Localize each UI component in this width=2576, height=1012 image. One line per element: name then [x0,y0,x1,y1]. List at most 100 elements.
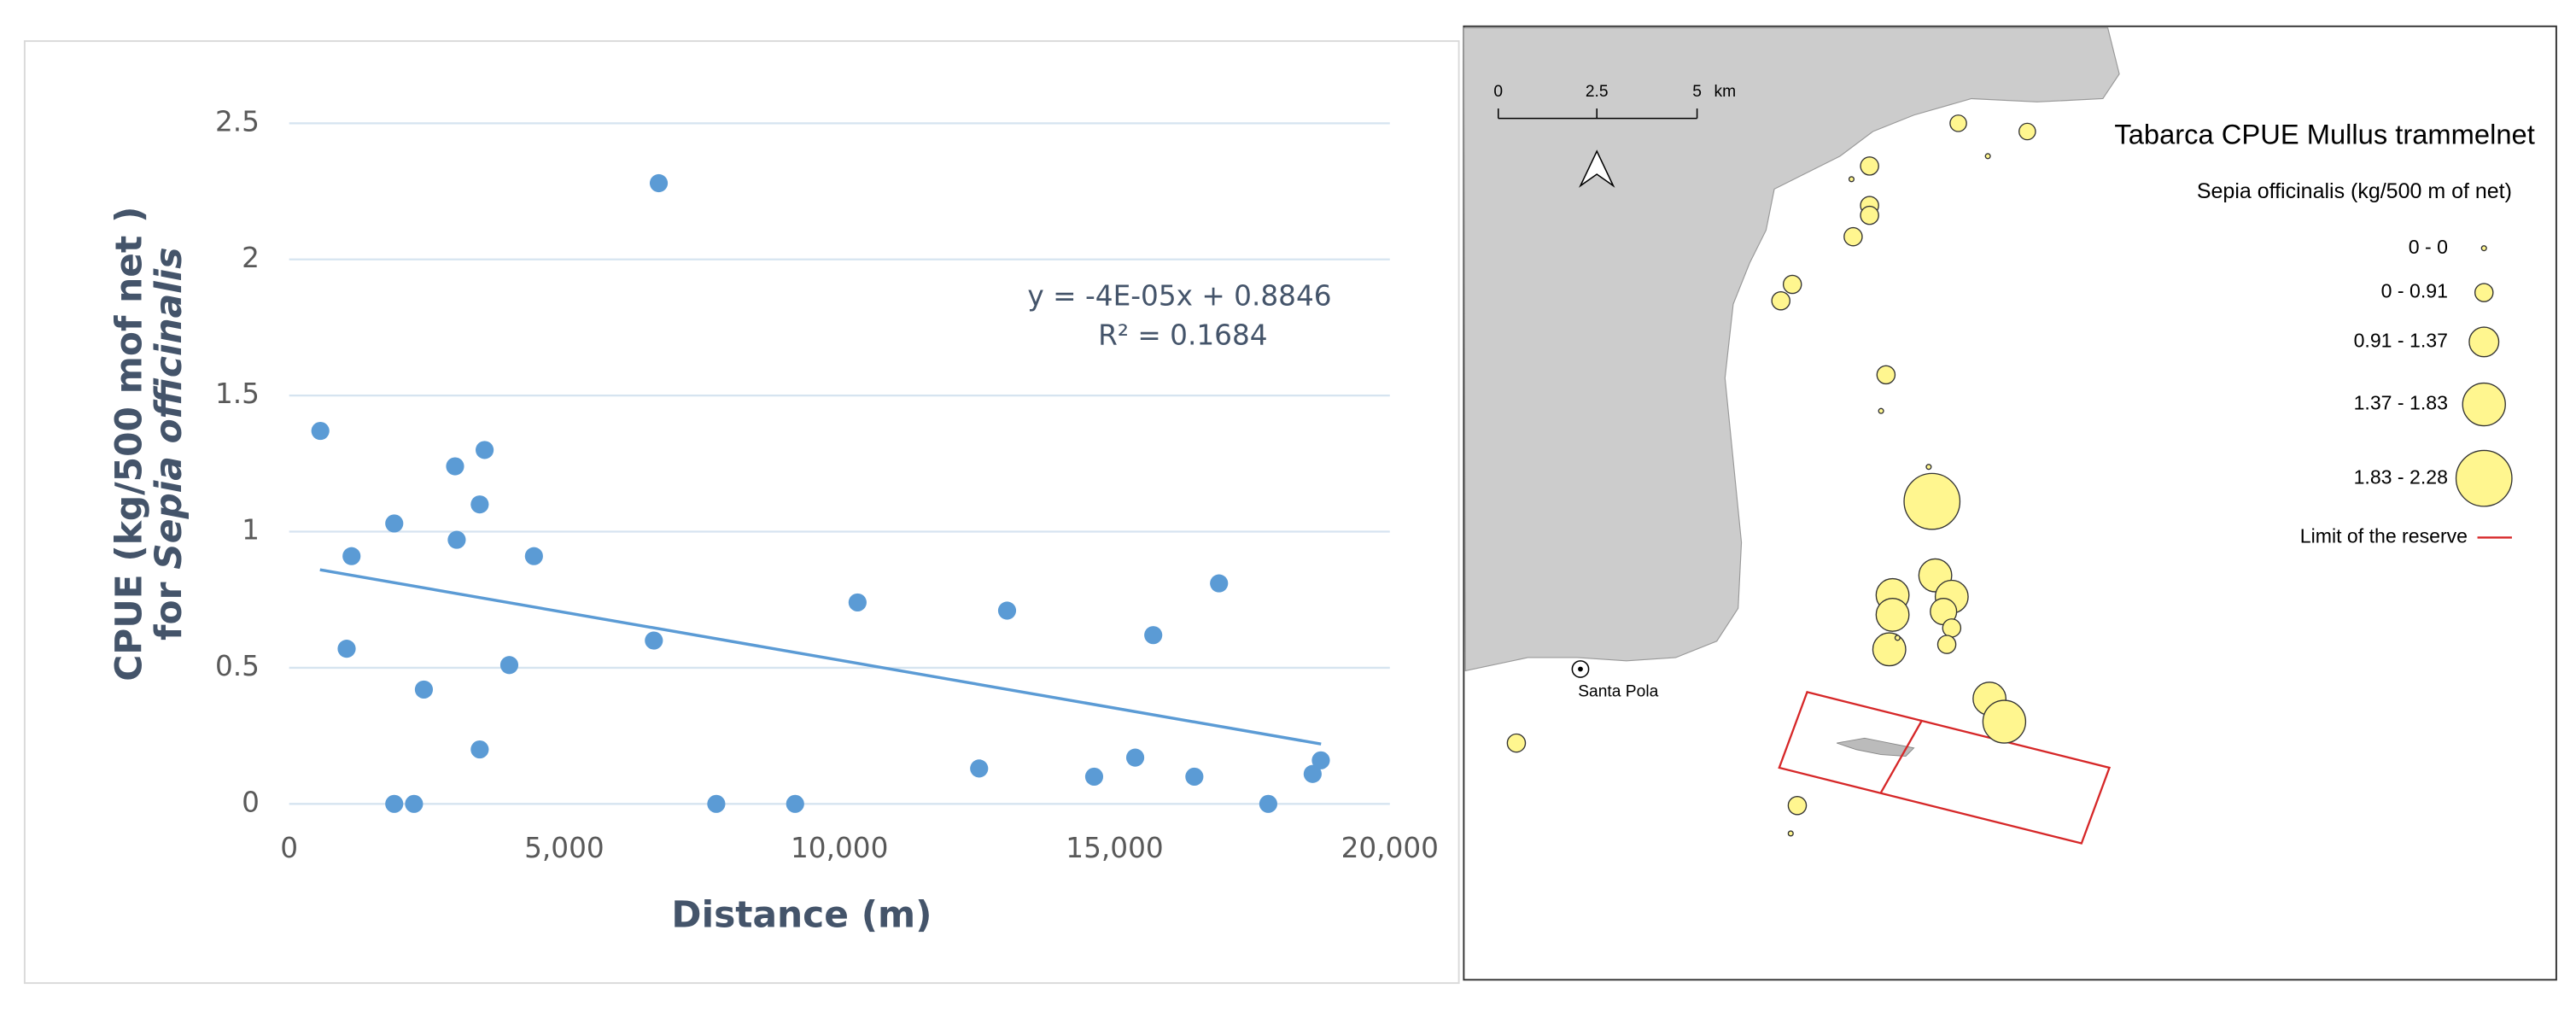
point [414,680,434,699]
point [645,631,663,650]
cpue-bubble [1787,830,1794,837]
point [385,514,404,533]
y-tick-label: 1 [242,514,260,547]
cpue-bubble [1506,733,1527,753]
cpue-bubble [1876,365,1896,385]
point [385,794,404,813]
point [1185,767,1204,787]
chart-frame [23,40,1460,985]
cpue-bubble [1872,632,1907,667]
point [970,759,989,778]
scale-label: 0 [1493,83,1503,101]
legend-symbol [2468,326,2500,358]
place-label: Santa Pola [1578,682,1658,700]
y-axis-title-line: for Sepia officinalis [148,248,190,641]
x-tick-label: 0 [280,832,298,864]
scale-label: 2.5 [1586,83,1609,101]
y-tick-label: 2 [242,242,260,274]
cpue-bubble [1875,598,1910,632]
r-squared: R² = 0.1684 [1098,319,1267,352]
cpue-bubble [1925,464,1932,471]
cpue-bubble [1942,618,1962,638]
cpue-bubble [1860,156,1879,176]
cpue-bubble [1903,472,1961,530]
town-marker-dot [1578,666,1583,672]
north-arrow [1579,149,1615,188]
equation: y = -4E-05x + 0.8846 [1027,279,1331,312]
cpue-bubble [1878,407,1884,414]
y-axis-title-line: CPUE (kg/500 mof net ) [108,207,149,681]
legend-label: 1.83 - 2.28 [2354,465,2448,488]
point [499,656,519,675]
map-title: Tabarca CPUE Mullus trammelnet [2114,118,2534,149]
legend-label: 0.91 - 1.37 [2354,329,2448,351]
y-axis-title-species: Sepia officinalis [148,248,190,570]
legend-label: 1.37 - 1.83 [2354,392,2448,414]
point [342,547,361,565]
cpue-bubble [1982,699,2027,744]
cpue-bubble [1860,205,1879,225]
y-axis-title-prefix: for [148,570,190,641]
x-tick-label: 20,000 [1341,832,1439,864]
map: 0 2.5 5 km Santa Pola [1463,25,2557,981]
point [470,740,489,759]
y-axis-title: CPUE (kg/500 mof net ) for Sepia officin… [108,207,189,681]
scale-label: 5 [1692,83,1702,101]
legend-label: Limit of the reserve [2300,525,2468,547]
trendline [319,568,1322,746]
y-tick-label: 0 [242,786,260,818]
point [470,495,489,514]
legend-symbol [2455,449,2513,507]
scale-bar [1498,108,1698,120]
point [311,421,330,441]
y-tick-label: 1.5 [215,377,260,410]
point [476,441,494,459]
point [1210,574,1229,593]
cpue-bubbles [1506,114,2036,837]
point [405,794,423,813]
point [446,457,464,476]
x-axis-title: Distance (m) [671,894,932,936]
point [524,547,543,565]
point [848,593,867,612]
point [1084,767,1104,787]
cpue-bubble [1894,635,1901,641]
cpue-bubble [1787,795,1808,816]
cpue-bubble [2018,122,2036,141]
point [447,530,466,549]
point [337,640,356,658]
island [1836,737,1915,757]
point [1311,751,1330,769]
cpue-bubble [1843,226,1863,247]
land [1463,27,2120,672]
legend-symbol [2480,245,2487,252]
cpue-bubble [1984,153,1991,160]
point [1303,764,1322,783]
map-legend: 0 - 0 0 - 0.91 0.91 - 1.37 1.37 - 1.83 1.83 … [2354,236,2513,507]
point [1259,794,1277,813]
x-tick-label: 5,000 [524,832,605,864]
legend-symbol [2462,382,2506,427]
legend-label: 0 - 0.91 [2381,280,2448,302]
point [649,173,669,193]
cpue-bubble [1949,114,1967,132]
point [707,794,726,813]
cpue-bubble [1771,291,1790,311]
legend-label: 0 - 0 [2409,236,2448,258]
scatter-chart: 0 0.5 1 1.5 2 2.5 0 5,000 10,000 15,000 20,000 [215,105,1439,864]
legend-symbol [2474,283,2494,302]
y-tick-label: 2.5 [215,105,260,137]
point [1125,748,1145,767]
scale-unit: km [1714,83,1736,101]
point [997,601,1017,620]
point [786,794,804,813]
y-tick-label: 0.5 [215,650,260,682]
point [1144,626,1163,645]
x-tick-label: 15,000 [1066,832,1163,864]
cpue-bubble [1936,635,1957,654]
cpue-bubble [1782,274,1802,295]
x-tick-label: 10,000 [791,832,888,864]
legend-title: Sepia officinalis (kg/500 m of net) [2197,179,2512,203]
